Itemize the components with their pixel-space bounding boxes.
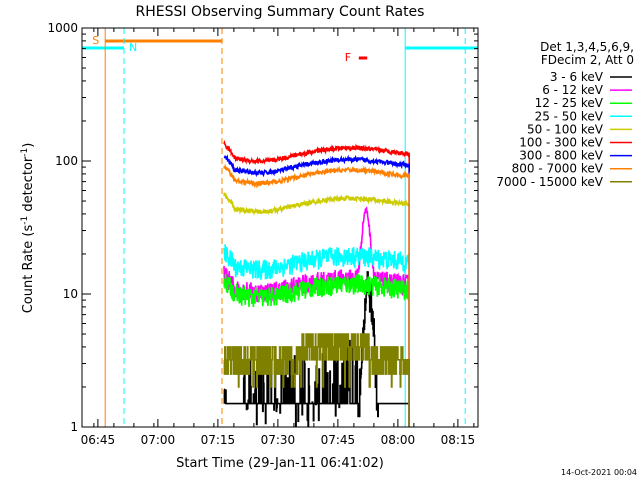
series-line-5 xyxy=(223,192,410,427)
chart-title: RHESSI Observing Summary Count Rates xyxy=(136,4,425,20)
series-line-7 xyxy=(223,154,410,427)
y-axis-label-mid: detector xyxy=(21,156,36,216)
footer-date: 14-Oct-2021 00:04 xyxy=(561,468,637,477)
x-tick-label-3: 07:15 xyxy=(201,433,236,447)
plot-data: S N F xyxy=(82,28,478,428)
y-tick-label-4: 1000 xyxy=(47,21,78,35)
legend-label-9: 7000 - 15000 keV xyxy=(496,175,603,189)
series-line-3 xyxy=(223,273,410,427)
legend-label-7: 300 - 800 keV xyxy=(519,149,603,163)
x-tick-label-1: 06:45 xyxy=(81,433,116,447)
series-line-6 xyxy=(223,139,410,427)
series-line-4 xyxy=(223,244,410,427)
x-tick-label-6: 08:00 xyxy=(381,433,416,447)
legend-label-2: 6 - 12 keV xyxy=(542,83,604,97)
legend-label-4: 25 - 50 keV xyxy=(535,109,604,123)
x-tick-label-4: 07:30 xyxy=(261,433,296,447)
plot-axes: 06:45 07:00 07:15 07:30 07:45 08:00 08:15 1 10 10… xyxy=(47,21,478,447)
legend-label-6: 100 - 300 keV xyxy=(519,136,603,150)
x-tick-label-5: 07:45 xyxy=(321,433,356,447)
legend-header-1: Det 1,3,4,5,6,9, xyxy=(540,40,634,54)
y-axis-label-exp1: -1 xyxy=(20,216,30,225)
y-tick-label-1: 1 xyxy=(70,420,78,434)
x-tick-label-7: 08:15 xyxy=(441,433,476,447)
legend-label-3: 12 - 25 keV xyxy=(535,96,604,110)
y-tick-label-2: 10 xyxy=(63,287,78,301)
night-label: N xyxy=(129,41,137,54)
series-line-9 xyxy=(223,333,410,427)
y-tick-label-3: 100 xyxy=(55,154,78,168)
x-tick-label-2: 07:00 xyxy=(141,433,176,447)
plot-frame xyxy=(81,27,479,428)
y-axis-label-end: ) xyxy=(21,143,36,148)
legend-label-5: 50 - 100 keV xyxy=(527,122,604,136)
flare-label: F xyxy=(345,51,351,64)
y-axis-label-exp2: -1 xyxy=(20,148,30,157)
legend-label-1: 3 - 6 keV xyxy=(550,70,604,84)
legend-header-2: FDecim 2, Att 0 xyxy=(541,53,634,67)
y-axis-label-main: Count Rate (s xyxy=(21,225,36,314)
x-axis-label: Start Time (29-Jan-11 06:41:02) xyxy=(176,456,384,471)
y-axis-label: Count Rate (s-1 detector-1) xyxy=(20,143,36,314)
series-line-8 xyxy=(223,163,410,427)
saa-label: S xyxy=(92,34,99,47)
legend-label-8: 800 - 7000 keV xyxy=(512,162,604,176)
